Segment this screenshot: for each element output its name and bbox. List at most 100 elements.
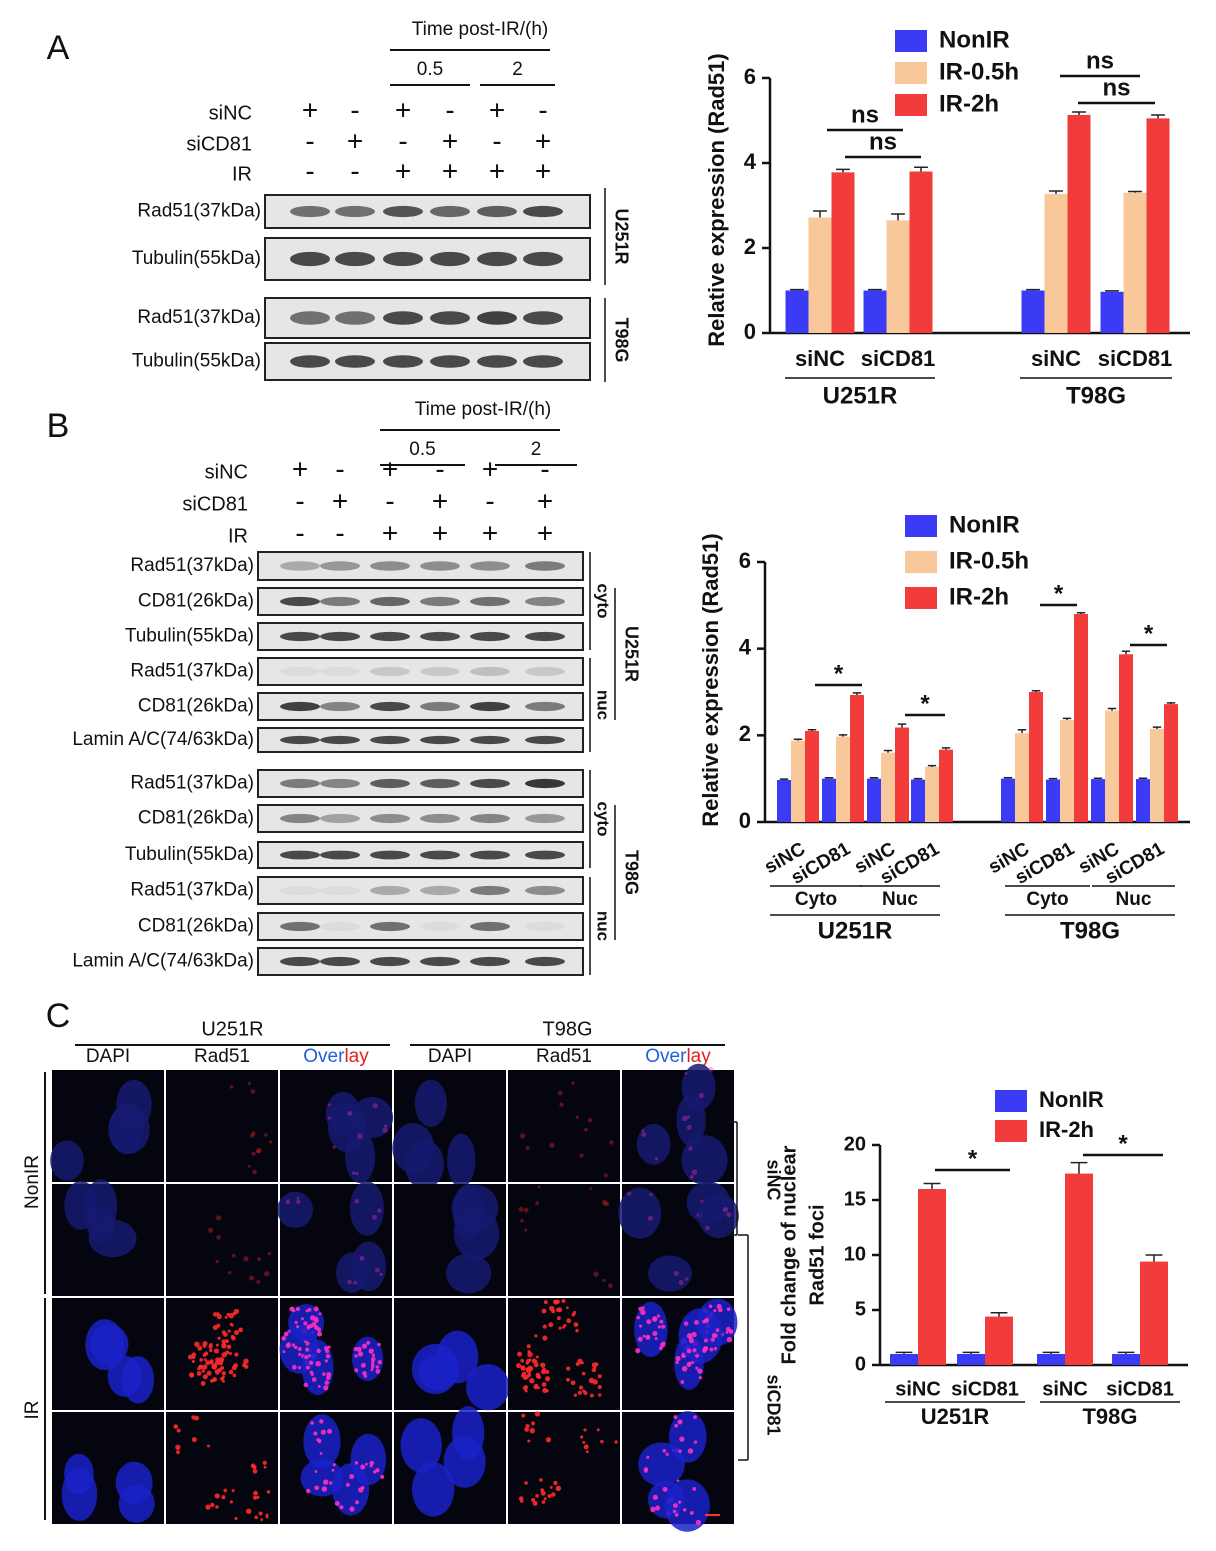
bar xyxy=(1164,704,1178,822)
focus xyxy=(692,1486,697,1491)
bar xyxy=(1123,192,1147,333)
group-label: T98G xyxy=(1066,382,1126,409)
band xyxy=(370,735,410,745)
band xyxy=(290,205,330,218)
focus xyxy=(221,1379,225,1383)
focus xyxy=(704,1338,708,1343)
focus xyxy=(372,1214,377,1220)
focus xyxy=(683,1321,689,1326)
error-bar xyxy=(838,734,848,737)
focus xyxy=(687,1115,691,1119)
time-point: 2 xyxy=(531,439,542,460)
focus xyxy=(543,1300,548,1305)
focus xyxy=(588,1377,595,1384)
sign: - xyxy=(335,517,344,548)
nucleus xyxy=(64,1453,94,1495)
focus xyxy=(354,1354,358,1358)
focus xyxy=(693,1440,698,1444)
focus xyxy=(233,1363,238,1368)
band xyxy=(470,561,510,571)
time-label: Time post-IR/(h) xyxy=(412,19,549,40)
focus xyxy=(354,1461,359,1465)
error-bar xyxy=(1128,190,1142,193)
sign: + xyxy=(537,485,553,516)
focus xyxy=(659,1319,664,1324)
focus xyxy=(332,1145,336,1149)
sign: + xyxy=(535,125,551,156)
error-bar xyxy=(941,747,951,750)
cell-line-label: T98G xyxy=(621,850,641,895)
focus xyxy=(256,1147,262,1154)
focus xyxy=(317,1384,321,1388)
focus xyxy=(301,1317,304,1321)
focus xyxy=(233,1308,240,1315)
focus xyxy=(537,1375,542,1379)
focus xyxy=(234,1516,238,1521)
band-label: Tubulin(55kDa) xyxy=(132,351,261,372)
focus xyxy=(360,1362,366,1368)
focus xyxy=(258,1511,263,1516)
focus xyxy=(377,1359,383,1365)
focus xyxy=(639,1324,643,1328)
focus xyxy=(649,1192,653,1197)
focus xyxy=(209,1348,213,1353)
band xyxy=(280,850,320,860)
sign: + xyxy=(382,517,398,548)
focus xyxy=(533,1384,539,1390)
focus xyxy=(524,1228,528,1232)
x-tick-label: siNC xyxy=(795,346,845,371)
band xyxy=(383,205,423,218)
sign: - xyxy=(335,453,344,484)
nucleus xyxy=(465,1363,510,1411)
focus xyxy=(206,1370,212,1376)
bar xyxy=(1146,118,1170,333)
bar xyxy=(1100,291,1124,333)
focus xyxy=(597,1374,602,1379)
focus xyxy=(252,1495,258,1500)
focus xyxy=(317,1331,323,1337)
focus xyxy=(267,1251,272,1256)
focus xyxy=(585,1450,589,1454)
focus xyxy=(360,1464,366,1470)
group-label: T98G xyxy=(1082,1404,1137,1429)
channel-label-part: lay xyxy=(344,1046,369,1067)
focus xyxy=(520,1373,525,1378)
time-label: Time post-IR/(h) xyxy=(415,399,552,420)
focus xyxy=(205,1504,211,1510)
focus xyxy=(551,1309,556,1314)
focus xyxy=(256,1495,260,1499)
cell-line-label: U251R xyxy=(621,626,641,682)
focus xyxy=(697,1368,703,1374)
focus xyxy=(226,1312,230,1317)
focus xyxy=(217,1336,221,1340)
focus xyxy=(524,1389,528,1393)
y-tick-label: 2 xyxy=(739,721,751,746)
focus xyxy=(542,1324,547,1329)
focus xyxy=(602,1278,606,1283)
band xyxy=(470,778,510,789)
focus xyxy=(527,1350,531,1354)
focus xyxy=(652,1330,658,1337)
band xyxy=(525,921,565,932)
focus xyxy=(675,1355,681,1362)
bar xyxy=(1044,194,1068,333)
focus xyxy=(703,1346,709,1352)
band xyxy=(430,205,470,218)
focus xyxy=(175,1444,181,1450)
micrograph xyxy=(508,1184,620,1296)
focus xyxy=(297,1366,302,1370)
micrograph xyxy=(508,1070,620,1182)
y-tick-label: 0 xyxy=(855,1353,866,1375)
focus xyxy=(654,1157,659,1161)
band xyxy=(280,735,320,745)
focus xyxy=(705,1225,710,1231)
focus xyxy=(316,1348,321,1354)
focus xyxy=(597,1385,602,1390)
focus xyxy=(726,1336,733,1343)
sign: + xyxy=(489,94,505,125)
focus xyxy=(678,1280,684,1286)
focus xyxy=(242,1362,247,1368)
focus xyxy=(304,1355,309,1360)
focus xyxy=(296,1325,300,1329)
focus xyxy=(375,1369,381,1374)
